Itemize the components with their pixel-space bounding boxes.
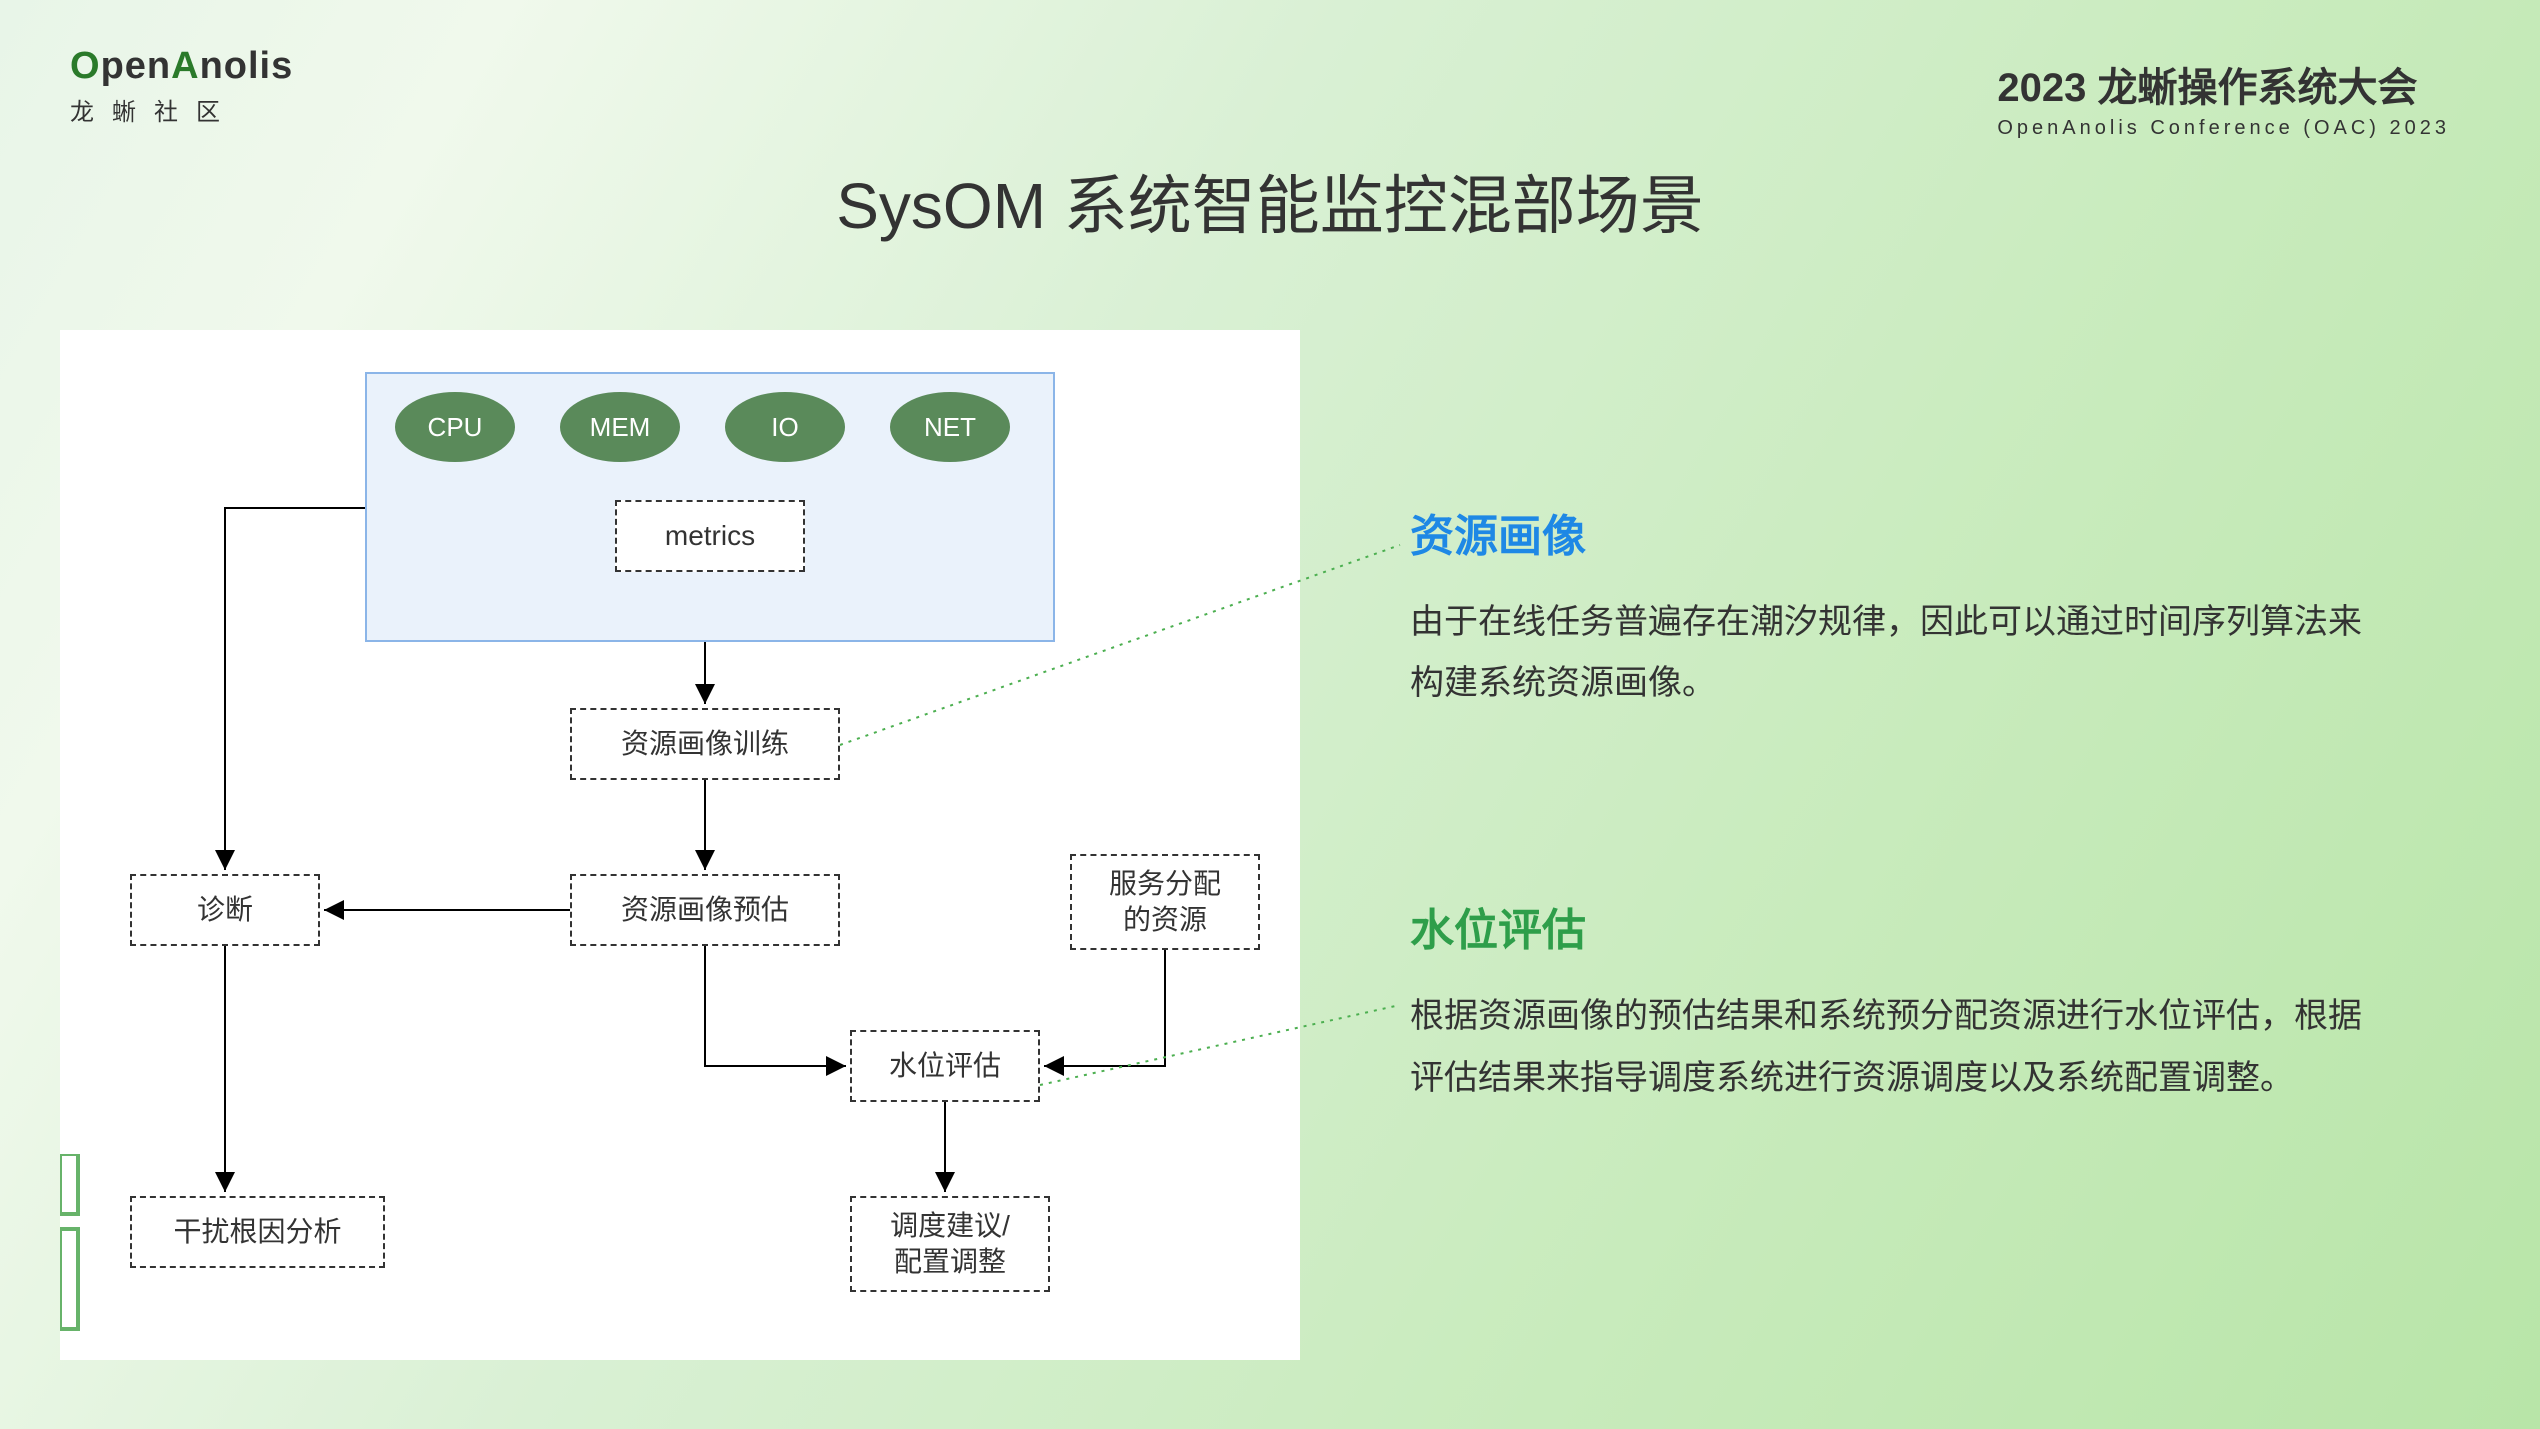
section-resource-portrait: 资源画像 由于在线任务普遍存在潮汐规律，因此可以通过时间序列算法来构建系统资源画… [1410, 500, 2370, 714]
box-predict: 资源画像预估 [570, 874, 840, 946]
right-content: 资源画像 由于在线任务普遍存在潮汐规律，因此可以通过时间序列算法来构建系统资源画… [1410, 500, 2370, 1109]
box-train-label: 资源画像训练 [621, 726, 789, 762]
section1-title: 资源画像 [1410, 500, 2370, 564]
ellipse-cpu: CPU [395, 392, 515, 462]
logo-right-main: 2023 龙蜥操作系统大会 [1997, 55, 2450, 113]
box-waterlevel-label: 水位评估 [889, 1048, 1001, 1084]
box-metrics-label: metrics [665, 518, 755, 554]
arrow-predict-waterlevel [705, 946, 846, 1066]
logo-right-sub: OpenAnolis Conference (OAC) 2023 [1997, 117, 2450, 140]
logo-left-main: OpenAnolis [70, 45, 293, 88]
corner-deco-icon [60, 1154, 120, 1334]
box-allocated-label: 服务分配 的资源 [1109, 866, 1221, 939]
ellipse-net: NET [890, 392, 1010, 462]
ellipse-mem-label: MEM [590, 412, 651, 443]
box-waterlevel: 水位评估 [850, 1030, 1040, 1102]
box-interfere: 干扰根因分析 [130, 1196, 385, 1268]
box-diagnose: 诊断 [130, 874, 320, 946]
section2-title: 水位评估 [1410, 894, 2370, 958]
logo-left-sub: 龙蜥社区 [70, 92, 293, 127]
diagram-panel: CPU MEM IO NET metrics 资源画像训练 资源画像预估 诊断 … [60, 330, 1300, 1360]
ellipse-io-label: IO [771, 412, 798, 443]
box-train: 资源画像训练 [570, 708, 840, 780]
ellipse-mem: MEM [560, 392, 680, 462]
ellipse-cpu-label: CPU [428, 412, 483, 443]
box-suggest: 调度建议/ 配置调整 [850, 1196, 1050, 1292]
section2-body: 根据资源画像的预估结果和系统预分配资源进行水位评估，根据评估结果来指导调度系统进… [1410, 986, 2370, 1108]
box-interfere-label: 干扰根因分析 [173, 1214, 341, 1250]
page-title: SysOM 系统智能监控混部场景 [836, 155, 1704, 247]
box-diagnose-label: 诊断 [197, 892, 253, 928]
section-waterlevel: 水位评估 根据资源画像的预估结果和系统预分配资源进行水位评估，根据评估结果来指导… [1410, 894, 2370, 1108]
box-metrics: metrics [615, 500, 805, 572]
box-allocated: 服务分配 的资源 [1070, 854, 1260, 950]
section1-body: 由于在线任务普遍存在潮汐规律，因此可以通过时间序列算法来构建系统资源画像。 [1410, 592, 2370, 714]
logo-left: OpenAnolis 龙蜥社区 [70, 45, 293, 127]
arrow-allocated-waterlevel [1044, 950, 1165, 1066]
ellipse-io: IO [725, 392, 845, 462]
box-suggest-label: 调度建议/ 配置调整 [890, 1208, 1010, 1281]
arrow-container-diagnose [225, 508, 365, 870]
logo-right: 2023 龙蜥操作系统大会 OpenAnolis Conference (OAC… [1997, 55, 2450, 140]
box-predict-label: 资源画像预估 [621, 892, 789, 928]
ellipse-net-label: NET [924, 412, 976, 443]
